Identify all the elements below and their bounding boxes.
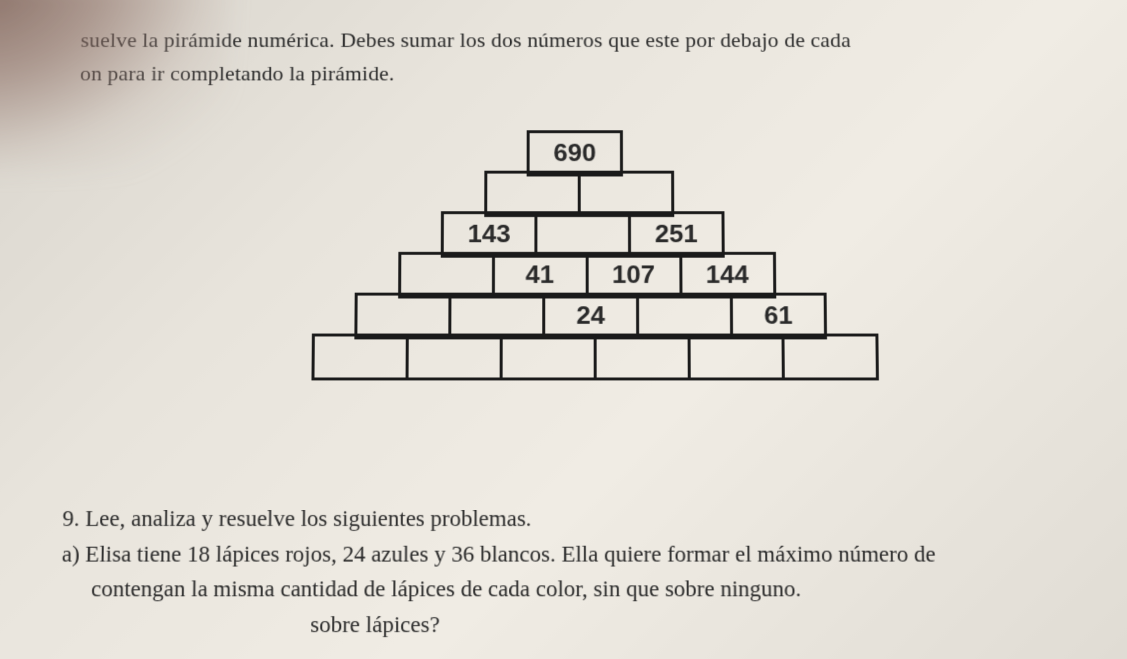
instruction-text: suelve la pirámide numérica. Debes sumar… [80, 24, 1077, 89]
question-9: 9. Lee, analiza y resuelve los siguiente… [30, 501, 1116, 642]
pyramid-cell [781, 333, 878, 380]
photo-blur-corner [0, 0, 228, 170]
pyramid-cell [405, 333, 502, 380]
question-9-line-3: contengan la misma cantidad de lápices d… [91, 572, 1116, 607]
pyramid-cell [534, 211, 631, 257]
number-pyramid: 690 143 251 41 107 144 24 61 [263, 131, 877, 378]
instruction-line-2: on para ir completando la pirámide. [80, 57, 1077, 89]
pyramid-cell: 41 [491, 251, 588, 298]
pyramid-cell: 251 [628, 211, 725, 257]
pyramid-cell [398, 251, 495, 298]
pyramid-row-5: 24 61 [305, 294, 877, 338]
pyramid-cell [354, 292, 451, 339]
pyramid-cell: 24 [542, 292, 639, 339]
pyramid-cell [311, 333, 408, 380]
pyramid-cell: 61 [730, 292, 827, 339]
pyramid-cell [484, 170, 580, 216]
pyramid-cell [593, 333, 690, 380]
pyramid-cell: 144 [679, 251, 776, 298]
pyramid-cell [448, 292, 545, 339]
pyramid-cell [577, 170, 674, 216]
pyramid-row-4: 41 107 144 [297, 253, 876, 297]
pyramid-row-3: 143 251 [290, 212, 876, 256]
pyramid-cell [687, 333, 784, 380]
pyramid-cell [636, 292, 733, 339]
pyramid-cell [499, 333, 596, 380]
pyramid-row-2 [282, 172, 875, 215]
question-9-line-4: sobre lápices? [310, 607, 1117, 642]
pyramid-row-1: 690 [275, 131, 875, 174]
pyramid-row-6 [312, 335, 876, 379]
instruction-line-1: suelve la pirámide numérica. Debes sumar… [80, 24, 1076, 56]
pyramid-cell: 107 [585, 251, 682, 298]
question-9-line-1: 9. Lee, analiza y resuelve los siguiente… [62, 501, 1114, 536]
pyramid-cell: 690 [527, 130, 623, 176]
pyramid-cell: 143 [441, 211, 538, 257]
question-9-line-2: a) Elisa tiene 18 lápices rojos, 24 azul… [62, 536, 1116, 571]
